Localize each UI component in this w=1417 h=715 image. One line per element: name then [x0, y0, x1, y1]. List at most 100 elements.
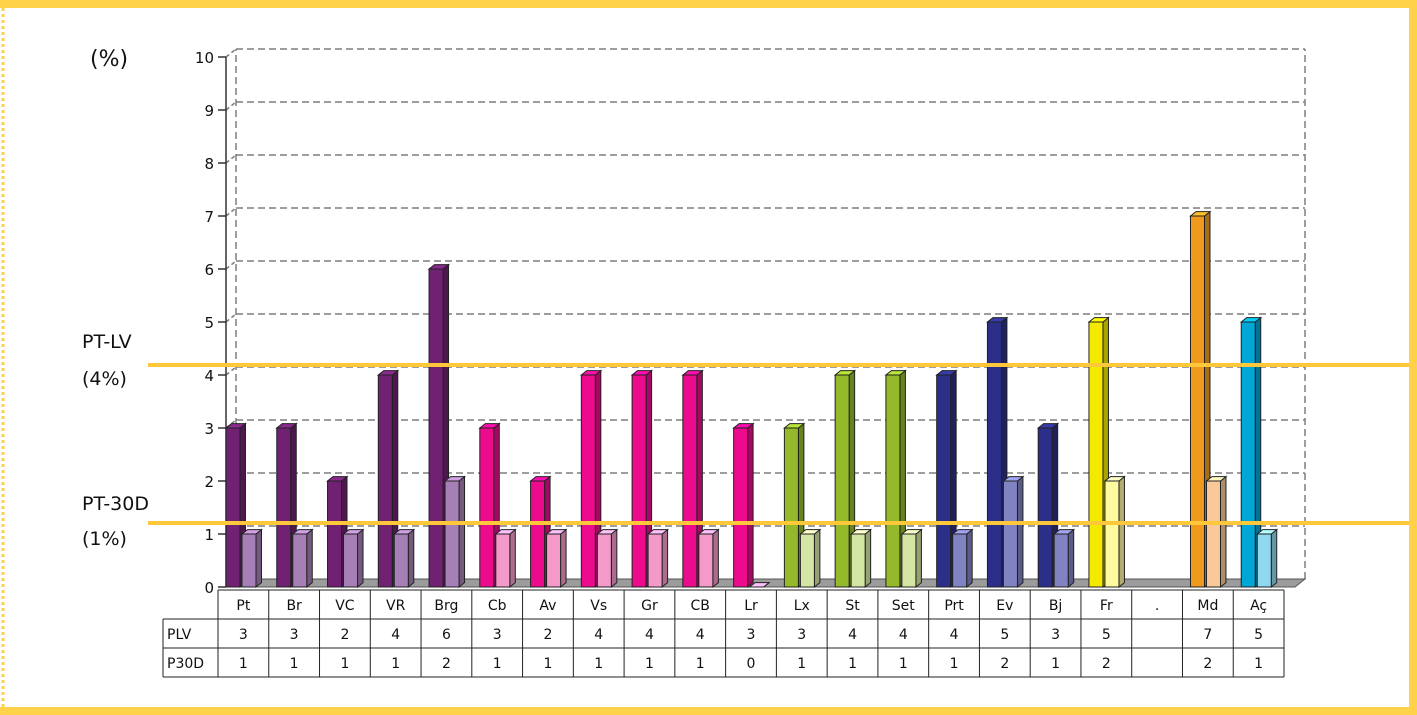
data-label-plv: 6: [442, 627, 451, 643]
bar-p30d: [292, 533, 308, 588]
data-label-p30d: 0: [747, 656, 756, 672]
y-tick-label: 9: [204, 102, 214, 120]
data-label-plv: 4: [645, 627, 654, 643]
bar-p30d-top: [748, 582, 771, 588]
bar-p30d: [495, 533, 511, 588]
frame-bottom-border: [0, 707, 1417, 715]
data-label-p30d: 2: [1000, 656, 1009, 672]
data-label-p30d: 1: [493, 656, 502, 672]
bar-p30d-side: [407, 528, 415, 589]
y-tick-label: 10: [195, 49, 214, 67]
data-label-p30d: 1: [1254, 656, 1263, 672]
data-label-plv: 3: [747, 627, 756, 643]
bar-plv: [733, 427, 749, 588]
x-tick-label: Vs: [590, 598, 607, 614]
bar-p30d-side: [1067, 528, 1075, 589]
data-label-plv: 3: [1051, 627, 1060, 643]
data-label-p30d: 1: [696, 656, 705, 672]
frame-top-border: [0, 0, 1417, 8]
x-tick-label: Fr: [1100, 598, 1113, 614]
bar-p30d: [647, 533, 663, 588]
bar-plv: [377, 374, 393, 588]
bar-plv: [1240, 321, 1256, 588]
y-tick-label: 5: [204, 314, 214, 332]
bar-p30d-side: [560, 528, 567, 589]
data-label-p30d: 2: [442, 656, 451, 672]
data-label-p30d: 1: [848, 656, 857, 672]
data-label-plv: 2: [543, 627, 552, 643]
x-tick-label: Bj: [1049, 598, 1063, 614]
data-label-plv: 4: [594, 627, 603, 643]
y-axis-label: (%): [90, 47, 128, 72]
data-label-plv: 4: [950, 627, 959, 643]
bar-p30d: [1205, 480, 1221, 588]
gridline-side: [225, 48, 237, 58]
x-tick-label: Pt: [236, 598, 250, 614]
x-tick-label: Br: [286, 598, 302, 614]
bar-p30d-side: [610, 528, 618, 589]
data-label-plv: 4: [848, 627, 857, 643]
data-label-p30d: 2: [1203, 656, 1212, 672]
x-tick-label: Aç: [1250, 598, 1267, 614]
data-label-p30d: 1: [1051, 656, 1060, 672]
data-label-plv: 3: [493, 627, 502, 643]
y-tick-label: 8: [204, 155, 214, 173]
bar-p30d-side: [966, 528, 973, 589]
y-tick-label: 1: [204, 526, 214, 544]
data-label-plv: 4: [391, 627, 400, 643]
bar-plv: [682, 374, 698, 588]
data-label-plv: 5: [1254, 627, 1263, 643]
frame-right-border: [1409, 0, 1417, 715]
y-tick-label: 6: [204, 261, 214, 279]
table-row-label: P30D: [167, 656, 204, 672]
data-label-plv: 5: [1000, 627, 1009, 643]
bar-p30d: [1256, 533, 1272, 588]
bar-plv: [530, 480, 546, 588]
data-label-p30d: 1: [239, 656, 248, 672]
x-tick-label: Lr: [744, 598, 758, 614]
bar-plv: [276, 427, 292, 588]
gridline-side: [225, 207, 237, 217]
y-tick-label: 7: [204, 208, 214, 226]
bar-p30d-side: [509, 528, 516, 589]
bar-p30d: [343, 533, 359, 588]
data-label-p30d: 2: [1102, 656, 1111, 672]
bar-p30d-side: [357, 528, 364, 589]
y-tick-label: 3: [204, 420, 214, 438]
bar-plv: [885, 374, 901, 588]
y-tick-label: 4: [204, 367, 214, 385]
gridline-side: [225, 313, 237, 323]
gridline-side: [225, 366, 237, 376]
data-label-p30d: 1: [290, 656, 299, 672]
x-tick-label: VR: [386, 598, 406, 614]
bar-plv: [225, 427, 241, 588]
bar-p30d: [1053, 533, 1069, 588]
x-tick-label: St: [845, 598, 860, 614]
bar-plv: [936, 374, 952, 588]
bar-plv: [834, 374, 850, 588]
bar-plv: [1189, 215, 1205, 588]
bar-p30d-side: [813, 528, 821, 589]
x-tick-label: Prt: [944, 598, 964, 614]
threshold-label-pt-30d: PT-30D: [82, 493, 149, 515]
bars: [224, 210, 1279, 589]
bar-plv: [1088, 321, 1104, 588]
bar-p30d: [901, 533, 917, 588]
data-label-p30d: 1: [391, 656, 400, 672]
bar-p30d: [850, 533, 866, 588]
bar-p30d: [799, 533, 815, 588]
bar-p30d: [393, 533, 409, 588]
data-label-p30d: 1: [340, 656, 349, 672]
data-label-p30d: 1: [543, 656, 552, 672]
data-label-plv: 7: [1203, 627, 1212, 643]
bar-p30d-side: [661, 528, 669, 589]
x-tick-label: Md: [1197, 598, 1218, 614]
x-tick-label: CB: [691, 598, 710, 614]
threshold-sub-pt-lv: (4%): [82, 368, 127, 390]
bar-p30d-side: [915, 528, 922, 589]
x-tick-label: .: [1155, 598, 1159, 614]
bar-p30d: [698, 533, 714, 588]
data-label-plv: 4: [696, 627, 705, 643]
data-label-p30d: 1: [645, 656, 654, 672]
